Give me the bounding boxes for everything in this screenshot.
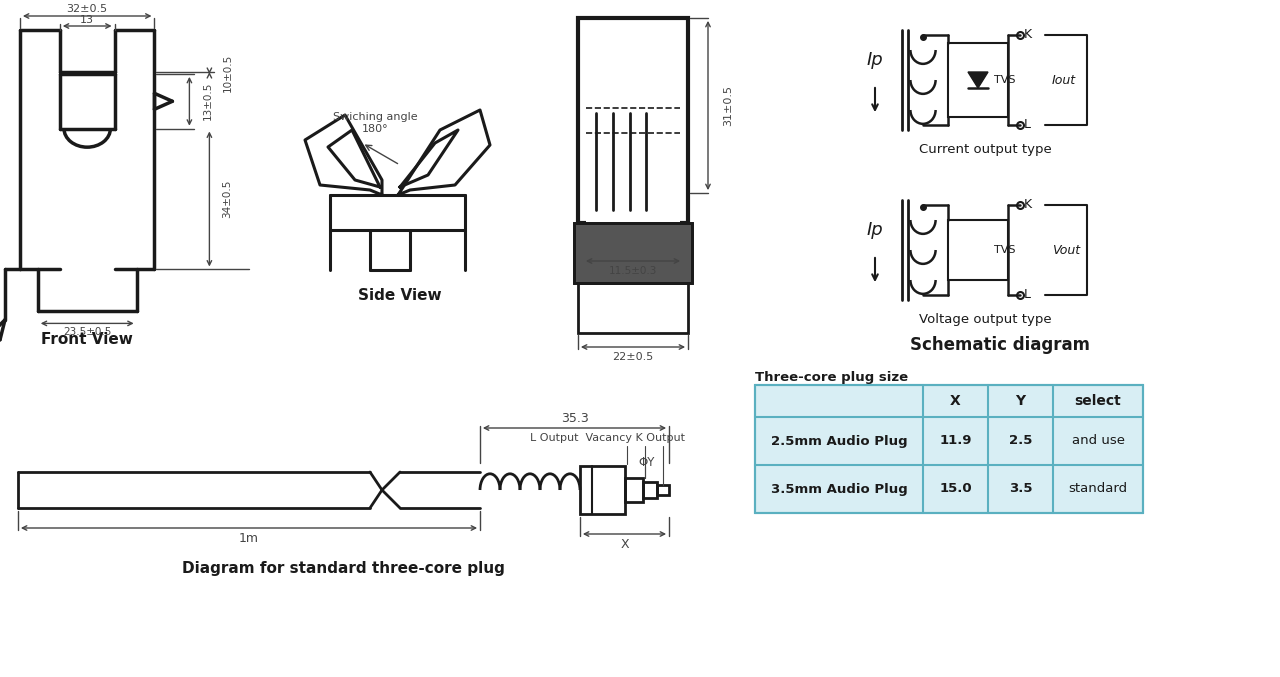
Bar bbox=[948, 43, 1009, 117]
Text: 35.3: 35.3 bbox=[561, 412, 589, 426]
Bar bbox=[643, 482, 657, 498]
Text: L: L bbox=[1024, 118, 1030, 131]
Text: Ip: Ip bbox=[867, 221, 883, 239]
Text: Swiching angle
180°: Swiching angle 180° bbox=[333, 112, 417, 134]
Text: Schematic diagram: Schematic diagram bbox=[910, 336, 1091, 354]
Text: Current output type: Current output type bbox=[919, 144, 1051, 156]
Text: X: X bbox=[621, 538, 628, 550]
Text: 13: 13 bbox=[81, 15, 95, 25]
Text: Front View: Front View bbox=[41, 332, 133, 347]
Text: Vout: Vout bbox=[1052, 244, 1080, 257]
Text: and use: and use bbox=[1071, 435, 1125, 447]
Text: 3.5mm Audio Plug: 3.5mm Audio Plug bbox=[771, 483, 908, 496]
Bar bbox=[573, 223, 692, 283]
Text: 34±0.5: 34±0.5 bbox=[223, 180, 233, 218]
Text: 10±0.5: 10±0.5 bbox=[223, 54, 233, 92]
Text: Iout: Iout bbox=[1052, 74, 1076, 87]
Text: K: K bbox=[1024, 28, 1032, 41]
Text: ΦY: ΦY bbox=[639, 456, 655, 468]
Text: 32±0.5: 32±0.5 bbox=[67, 4, 108, 14]
Text: Ip: Ip bbox=[867, 51, 883, 69]
Text: Three-core plug size: Three-core plug size bbox=[755, 370, 908, 383]
Text: TVS: TVS bbox=[995, 245, 1015, 255]
Text: 22±0.5: 22±0.5 bbox=[612, 352, 654, 362]
Text: Voltage output type: Voltage output type bbox=[919, 313, 1051, 326]
Text: 11.5±0.3: 11.5±0.3 bbox=[609, 266, 657, 276]
Text: 15.0: 15.0 bbox=[940, 483, 972, 496]
Text: select: select bbox=[1075, 394, 1121, 408]
Text: standard: standard bbox=[1069, 483, 1128, 496]
Text: Y: Y bbox=[1015, 394, 1025, 408]
Bar bbox=[625, 478, 643, 502]
Text: 3.5: 3.5 bbox=[1009, 483, 1032, 496]
Text: Diagram for standard three-core plug: Diagram for standard three-core plug bbox=[182, 561, 504, 577]
Bar bbox=[573, 223, 692, 283]
Text: 11.9: 11.9 bbox=[940, 435, 972, 447]
Text: 2.5mm Audio Plug: 2.5mm Audio Plug bbox=[771, 435, 908, 447]
Bar bbox=[586, 26, 680, 223]
Bar bbox=[580, 466, 625, 514]
Bar bbox=[579, 18, 689, 223]
Bar bbox=[657, 485, 669, 495]
Polygon shape bbox=[968, 72, 988, 88]
Bar bbox=[579, 283, 689, 333]
Bar bbox=[755, 385, 1143, 513]
Text: L: L bbox=[1024, 288, 1030, 301]
Bar bbox=[948, 220, 1009, 280]
Text: X: X bbox=[950, 394, 961, 408]
Text: 13±0.5: 13±0.5 bbox=[202, 82, 212, 121]
Text: 23.5±0.5: 23.5±0.5 bbox=[63, 328, 111, 337]
Text: 31±0.5: 31±0.5 bbox=[723, 85, 733, 126]
Text: K: K bbox=[1024, 198, 1032, 211]
Text: 1m: 1m bbox=[239, 531, 259, 544]
Text: Side View: Side View bbox=[358, 288, 442, 303]
Text: L Output  Vacancy K Output: L Output Vacancy K Output bbox=[530, 433, 685, 443]
Text: 2.5: 2.5 bbox=[1009, 435, 1032, 447]
Text: TVS: TVS bbox=[995, 75, 1015, 85]
